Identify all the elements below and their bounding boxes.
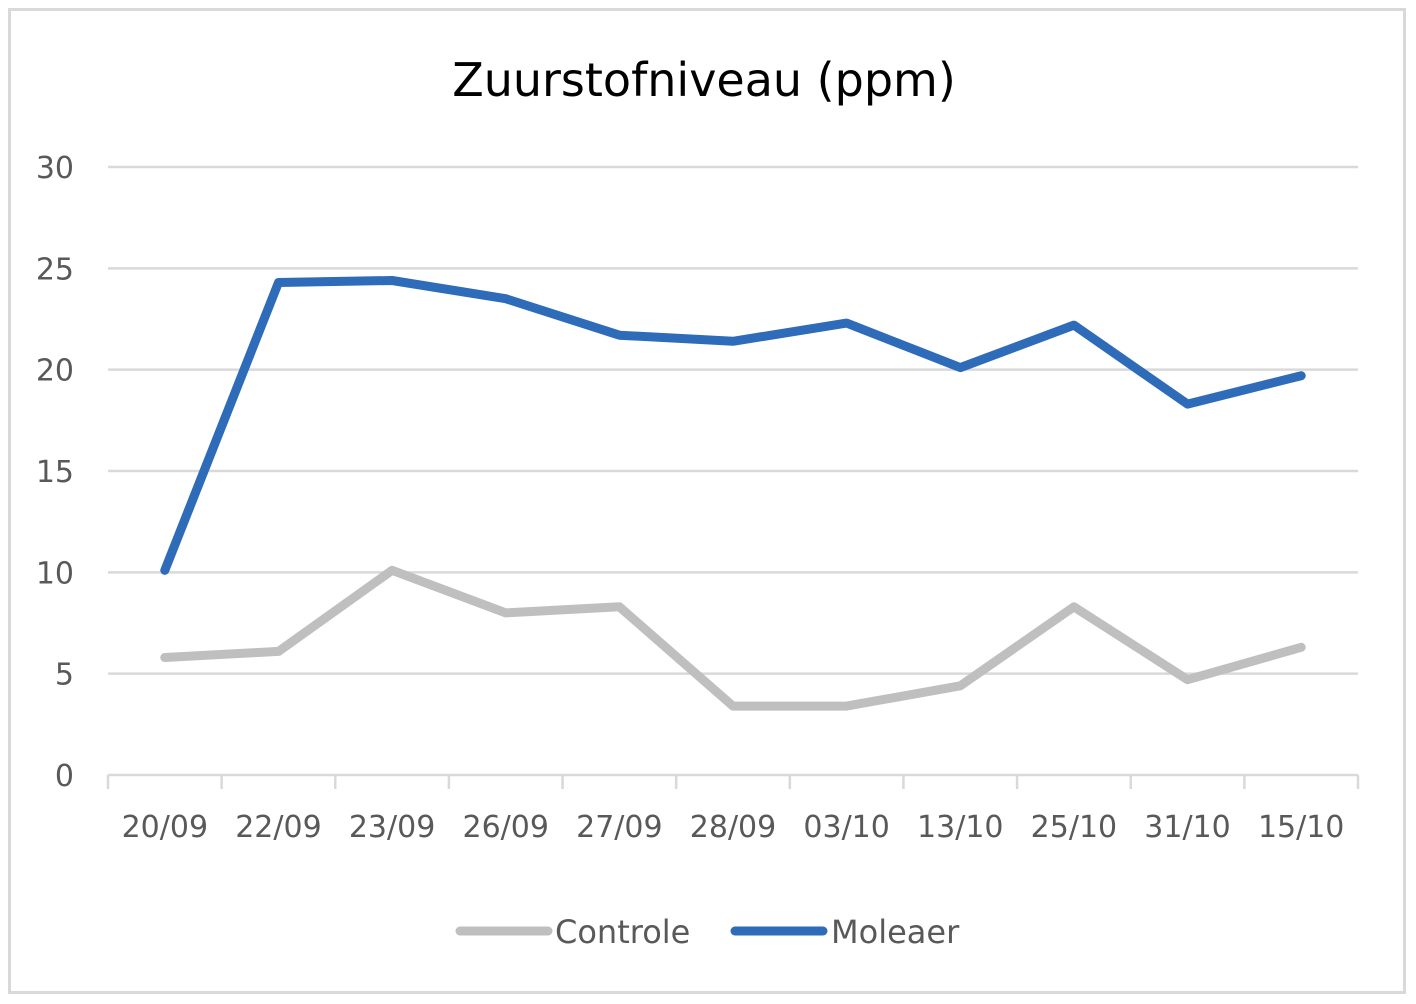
data-point bbox=[164, 656, 166, 658]
data-point bbox=[1073, 606, 1075, 608]
y-axis-ticks: 0 5 10 15 20 25 30 bbox=[36, 151, 74, 794]
x-tick-label: 26/09 bbox=[462, 810, 548, 845]
y-tick-label: 10 bbox=[36, 556, 74, 591]
chart-frame bbox=[8, 8, 1406, 994]
series-line-moleaer bbox=[160, 276, 1306, 575]
y-tick-label: 5 bbox=[55, 658, 74, 693]
y-tick-label: 20 bbox=[36, 354, 74, 389]
data-point bbox=[618, 606, 620, 608]
data-point bbox=[959, 685, 961, 687]
data-point bbox=[732, 705, 734, 707]
x-tick-label: 03/10 bbox=[803, 810, 889, 845]
data-point bbox=[1187, 679, 1189, 681]
data-point bbox=[732, 340, 734, 342]
data-point bbox=[1187, 403, 1189, 405]
x-tick-label: 22/09 bbox=[235, 810, 321, 845]
y-tick-label: 15 bbox=[36, 455, 74, 490]
gridlines bbox=[108, 165, 1358, 675]
x-axis bbox=[106, 773, 1360, 789]
data-point bbox=[1300, 375, 1302, 377]
y-tick-label: 30 bbox=[36, 151, 74, 186]
y-tick-label: 25 bbox=[36, 252, 74, 287]
data-point bbox=[618, 334, 620, 336]
x-tick-label: 28/09 bbox=[690, 810, 776, 845]
data-point bbox=[959, 367, 961, 369]
data-point bbox=[1300, 646, 1302, 648]
x-tick-label: 31/10 bbox=[1144, 810, 1230, 845]
legend: Controle Moleaer bbox=[455, 913, 960, 951]
data-point bbox=[846, 705, 848, 707]
data-point bbox=[277, 650, 279, 652]
series-line-controle bbox=[160, 565, 1306, 711]
x-tick-label: 27/09 bbox=[576, 810, 662, 845]
series-lines bbox=[160, 276, 1306, 711]
data-point bbox=[391, 279, 393, 281]
x-tick-label: 25/10 bbox=[1031, 810, 1117, 845]
data-point bbox=[846, 322, 848, 324]
data-point bbox=[164, 569, 166, 571]
data-point bbox=[391, 569, 393, 571]
x-tick-label: 15/10 bbox=[1258, 810, 1344, 845]
legend-label-moleaer: Moleaer bbox=[831, 913, 960, 951]
data-point bbox=[505, 298, 507, 300]
chart-title: Zuurstofniveau (ppm) bbox=[452, 53, 956, 107]
legend-label-controle: Controle bbox=[555, 913, 690, 951]
x-axis-ticks: 20/09 22/09 23/09 26/09 27/09 28/09 03/10 13/10… bbox=[122, 810, 1345, 845]
x-tick-label: 20/09 bbox=[122, 810, 208, 845]
x-tick-label: 13/10 bbox=[917, 810, 1003, 845]
data-point bbox=[277, 282, 279, 284]
x-tick-label: 23/09 bbox=[349, 810, 435, 845]
y-tick-label: 0 bbox=[55, 759, 74, 794]
data-point bbox=[1073, 324, 1075, 326]
data-point bbox=[505, 612, 507, 614]
